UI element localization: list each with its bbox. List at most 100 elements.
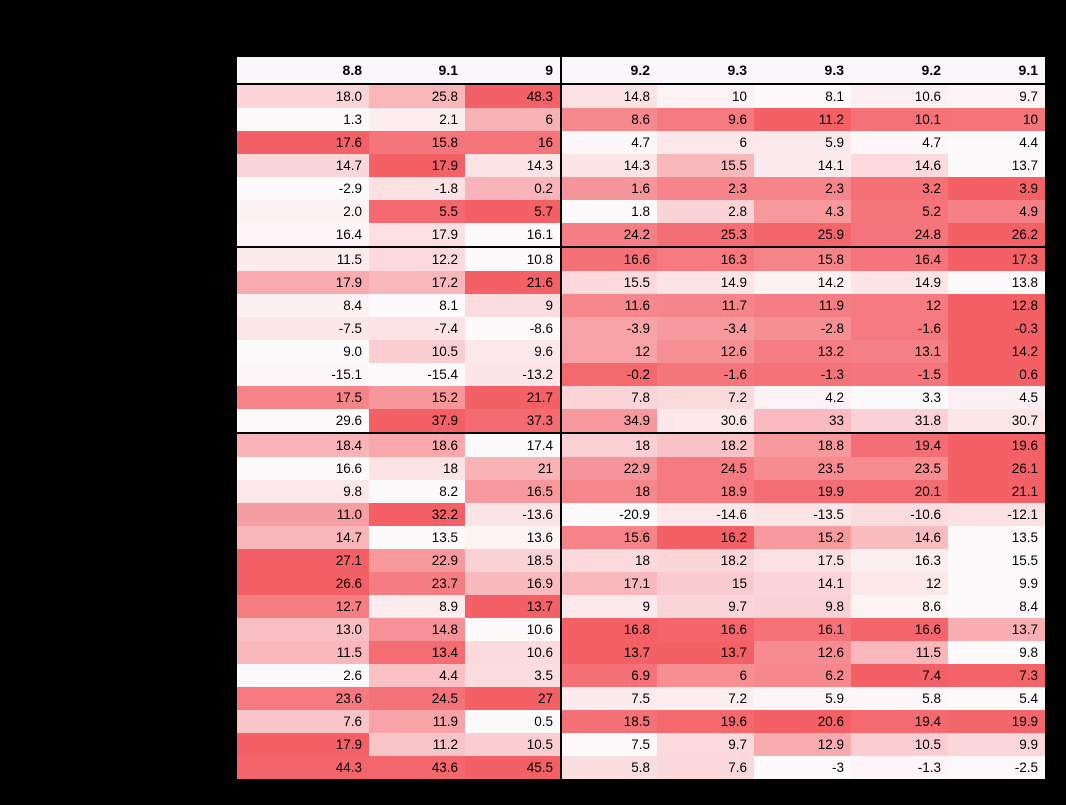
cell: -7.5 (237, 317, 369, 340)
cell: 9.6 (465, 340, 560, 363)
cell: 12 (851, 294, 948, 317)
cell: -1.6 (851, 317, 948, 340)
cell: 11.2 (369, 733, 465, 756)
cell: 13.0 (237, 618, 369, 641)
cell: 16.4 (851, 248, 948, 271)
cell: 14.7 (237, 526, 369, 549)
table-row: 27.1 22.9 18.5 18 18.2 17.5 16.3 15.5 (237, 549, 1045, 572)
cell: 18 (560, 549, 657, 572)
cell: 19.4 (851, 434, 948, 457)
cell: 16.6 (560, 248, 657, 271)
cell: 8.6 (560, 108, 657, 131)
cell: 13.7 (560, 641, 657, 664)
cell: 7.2 (657, 386, 754, 409)
cell: 7.3 (948, 664, 1045, 687)
cell: 9.7 (657, 733, 754, 756)
cell: 16.6 (237, 457, 369, 480)
cell: 4.2 (754, 386, 851, 409)
cell: 24.8 (851, 223, 948, 246)
cell: 3.9 (948, 177, 1045, 200)
cell: 30.6 (657, 409, 754, 432)
cell: 21 (465, 457, 560, 480)
cell: 17.9 (237, 271, 369, 294)
table-row: 16.6 18 21 22.9 24.5 23.5 23.5 26.1 (237, 457, 1045, 480)
table-row: 18.0 25.8 48.3 14.8 10 8.1 10.6 9.7 (237, 85, 1045, 108)
cell: -14.6 (657, 503, 754, 526)
cell: 6 (657, 664, 754, 687)
cell: 5.9 (754, 687, 851, 710)
cell: 2.1 (369, 108, 465, 131)
cell: 9.0 (237, 340, 369, 363)
cell: 3.3 (851, 386, 948, 409)
cell: 16.1 (754, 618, 851, 641)
cell: 7.6 (237, 710, 369, 733)
table-body: 18.0 25.8 48.3 14.8 10 8.1 10.6 9.7 1.3 2.1 6 8.6 9.… (237, 85, 1045, 779)
cell: 23.6 (237, 687, 369, 710)
cell: 27.1 (237, 549, 369, 572)
cell: -1.5 (851, 363, 948, 386)
cell: 33 (754, 409, 851, 432)
cell: 14.6 (851, 526, 948, 549)
cell: 0.5 (465, 710, 560, 733)
cell: 24.5 (657, 457, 754, 480)
cell: 10 (948, 108, 1045, 131)
table-row: 2.0 5.5 5.7 1.8 2.8 4.3 5.2 4.9 (237, 200, 1045, 223)
column-header: 9.2 (921, 62, 941, 78)
cell: 11.6 (560, 294, 657, 317)
cell: 18.8 (754, 434, 851, 457)
cell: 16.3 (851, 549, 948, 572)
cell: 2.3 (657, 177, 754, 200)
cell: 23.7 (369, 572, 465, 595)
header-row: 8.8 9.1 9 9.2 9.3 9.3 9.2 9.1 (237, 57, 1045, 85)
cell: 13.4 (369, 641, 465, 664)
cell: -1.3 (754, 363, 851, 386)
cell: 19.9 (754, 480, 851, 503)
cell: 18 (369, 457, 465, 480)
cell: 13.7 (948, 618, 1045, 641)
cell: 7.5 (560, 733, 657, 756)
cell: 15.8 (754, 248, 851, 271)
cell: 4.7 (851, 131, 948, 154)
cell: -13.5 (754, 503, 851, 526)
table-row: -7.5 -7.4 -8.6 -3.9 -3.4 -2.8 -1.6 -0.3 (237, 317, 1045, 340)
table-row: 13.0 14.8 10.6 16.8 16.6 16.1 16.6 13.7 (237, 618, 1045, 641)
cell: 17.9 (369, 223, 465, 246)
cell: 17.4 (465, 434, 560, 457)
cell: 16.5 (465, 480, 560, 503)
table-row: 17.9 11.2 10.5 7.5 9.7 12.9 10.5 9.9 (237, 733, 1045, 756)
cell: 14.8 (560, 85, 657, 108)
cell: 2.3 (754, 177, 851, 200)
cell: 5.8 (560, 756, 657, 779)
cell: 17.1 (560, 572, 657, 595)
cell: 11.0 (237, 503, 369, 526)
cell: 5.8 (851, 687, 948, 710)
cell: 44.3 (237, 756, 369, 779)
cell: 8.1 (369, 294, 465, 317)
table-row: -15.1 -15.4 -13.2 -0.2 -1.6 -1.3 -1.5 0.6 (237, 363, 1045, 386)
cell: 14.9 (851, 271, 948, 294)
cell: 13.6 (465, 526, 560, 549)
cell: 9.7 (948, 85, 1045, 108)
cell: 14.1 (754, 572, 851, 595)
cell: 16.9 (465, 572, 560, 595)
cell: -0.3 (948, 317, 1045, 340)
cell: 17.9 (369, 154, 465, 177)
column-header: 9.1 (1018, 62, 1038, 78)
cell: 15.5 (657, 154, 754, 177)
cell: 11.9 (754, 294, 851, 317)
column-header: 9.3 (727, 62, 747, 78)
cell: -12.1 (948, 503, 1045, 526)
cell: 16.1 (465, 223, 560, 246)
cell: 27 (465, 687, 560, 710)
table-row: 7.6 11.9 0.5 18.5 19.6 20.6 19.4 19.9 (237, 710, 1045, 733)
cell: 7.2 (657, 687, 754, 710)
cell: -3.9 (560, 317, 657, 340)
cell: 6.2 (754, 664, 851, 687)
cell: 32.2 (369, 503, 465, 526)
cell: 19.9 (948, 710, 1045, 733)
cell: 8.6 (851, 595, 948, 618)
cell: 25.9 (754, 223, 851, 246)
cell: 8.4 (948, 595, 1045, 618)
cell: 6.9 (560, 664, 657, 687)
